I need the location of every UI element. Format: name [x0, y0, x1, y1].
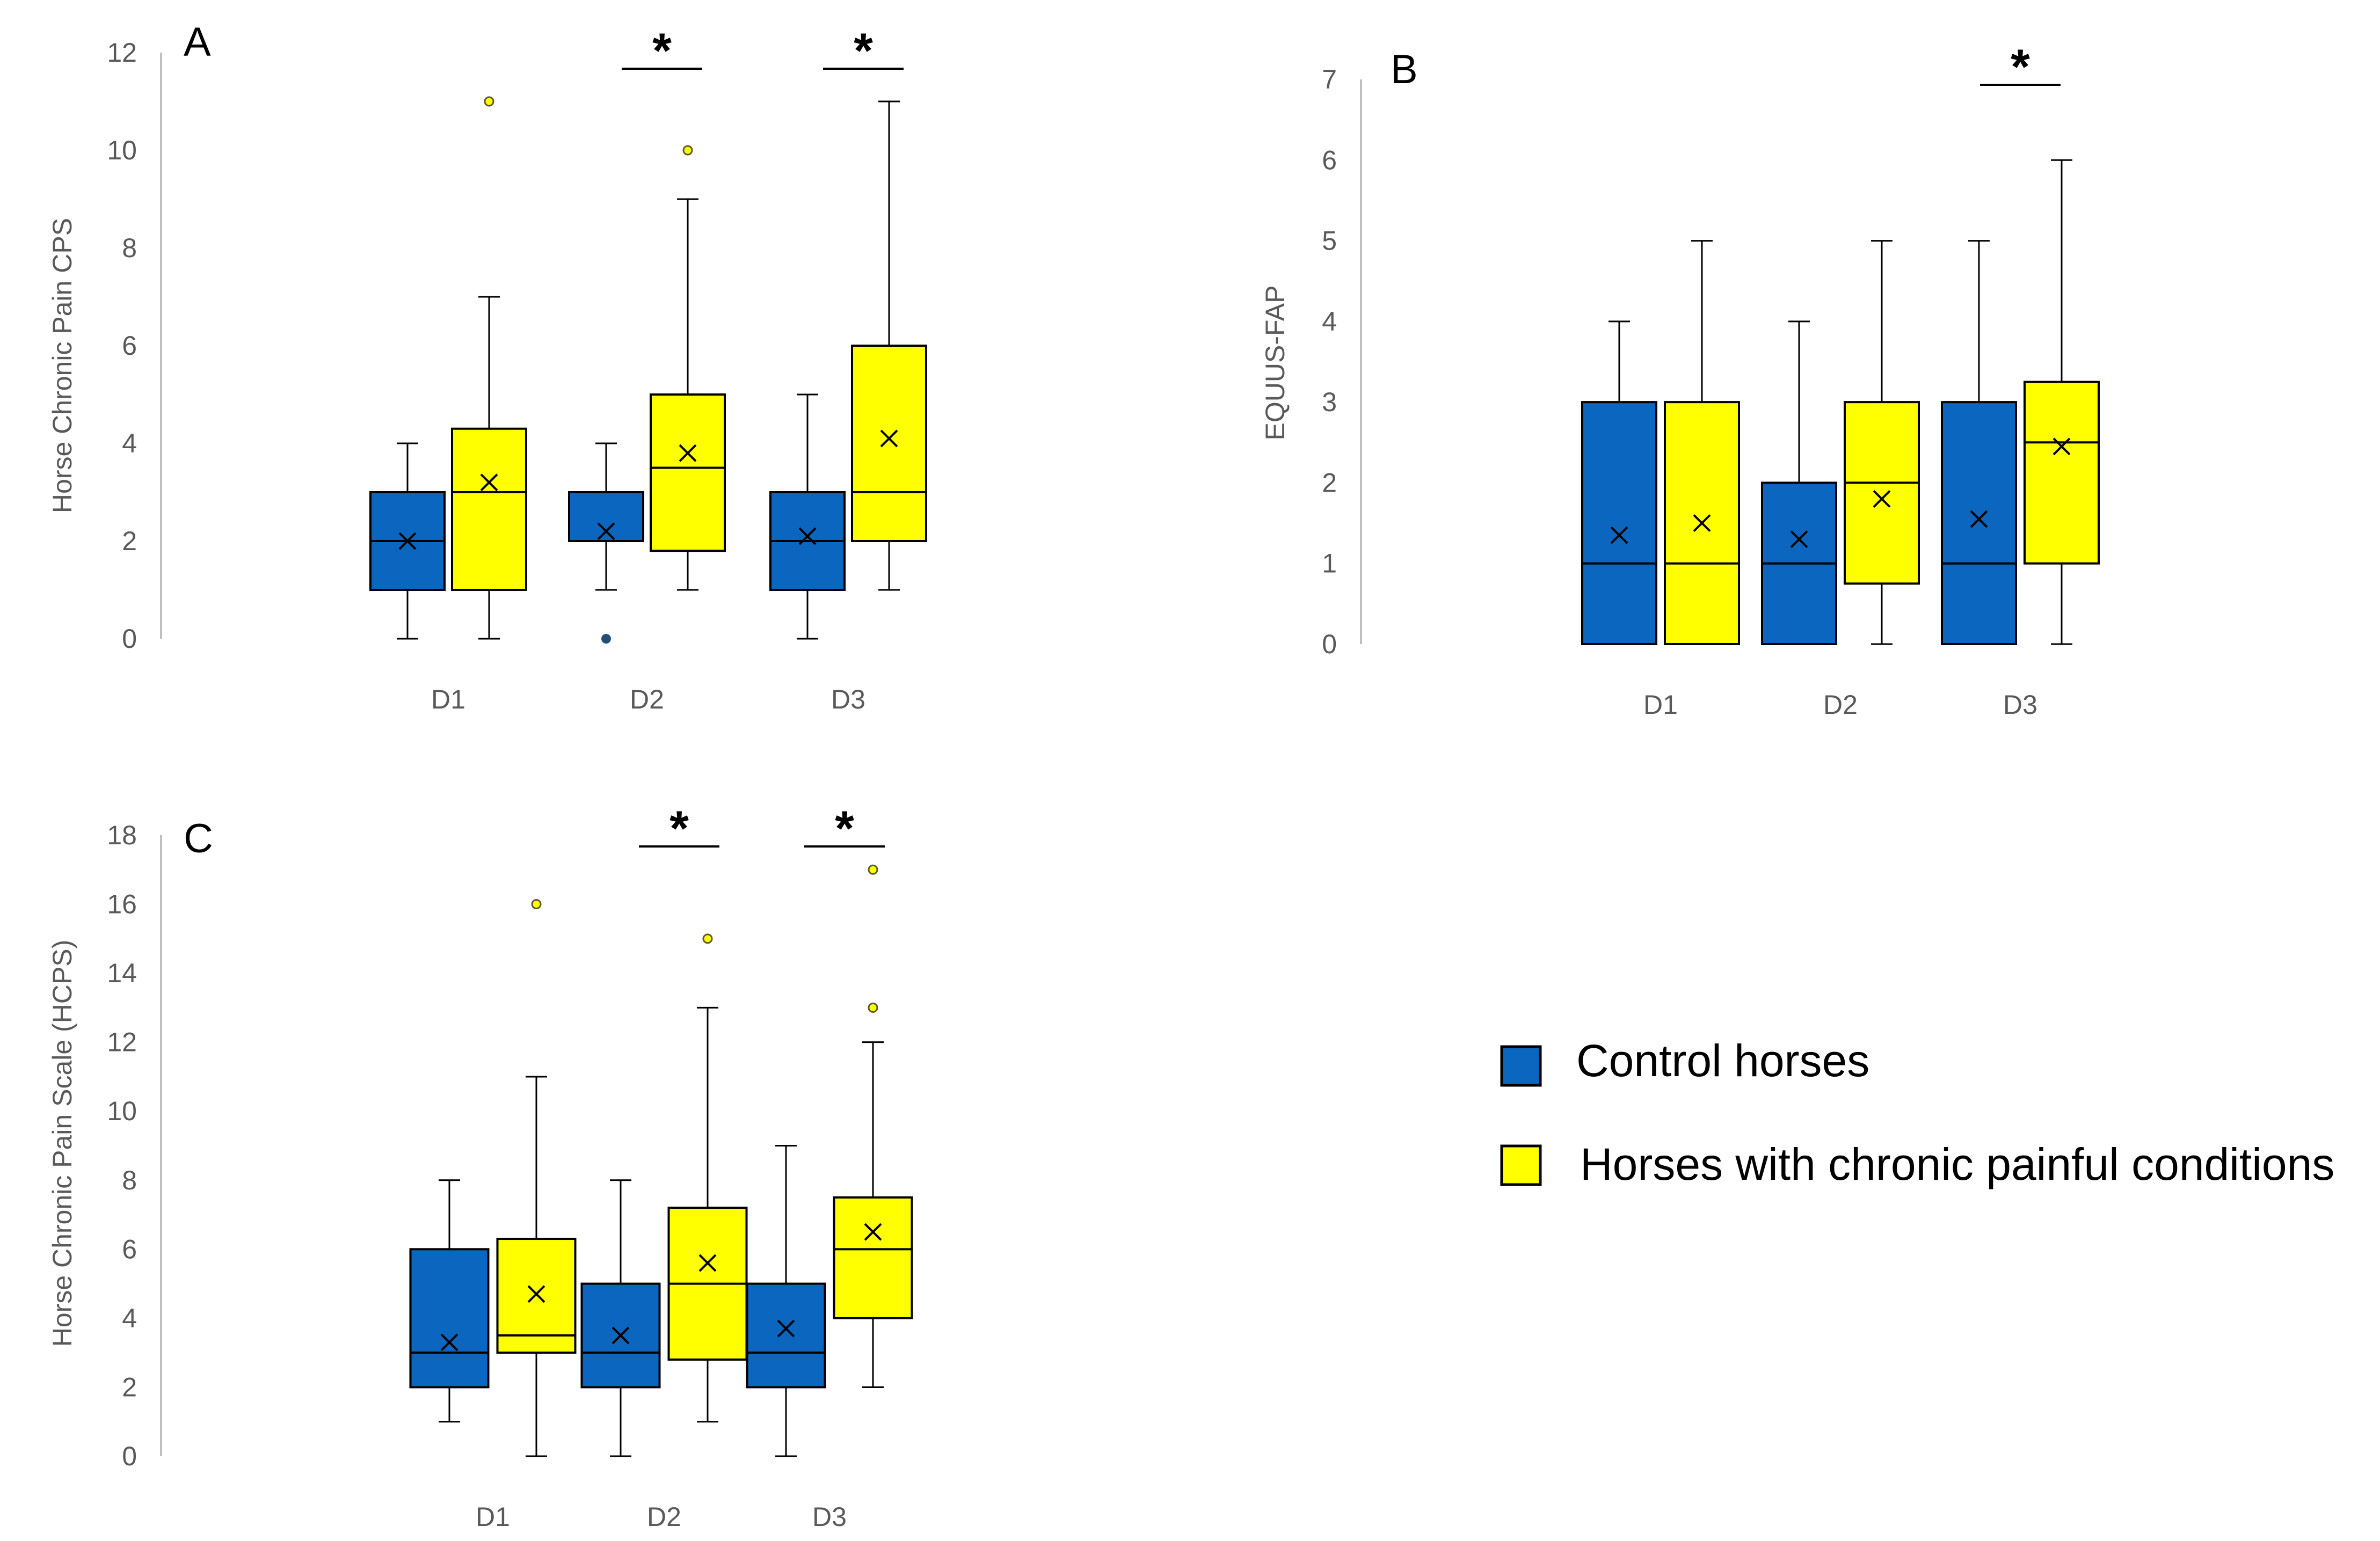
panel-c-x-tick-label-d3: D3: [812, 1502, 847, 1532]
panel-a-significance-star-d3: *: [854, 24, 873, 78]
panel-a-chronic-d1-box: [451, 427, 527, 591]
panel-c-letter: C: [184, 816, 213, 861]
panel-c-chronic-d1-box: [496, 1238, 577, 1354]
legend-chronic-swatch: [1500, 1144, 1542, 1186]
panel-c-chronic-d3-box: [833, 1196, 913, 1319]
panel-b-control-d1-box: [1581, 401, 1657, 646]
panel-a-control-d2-outlier: [601, 634, 611, 644]
panel-a-chronic-d1-mean-marker: [480, 473, 498, 492]
panel-a-y-tick-label: 12: [107, 38, 137, 68]
panel-b-y-tick-label: 1: [1322, 549, 1337, 579]
panel-a-y-tick-label: 6: [122, 331, 137, 361]
panel-a-y-tick-label: 4: [122, 428, 137, 458]
panel-b-y-tick-label: 7: [1322, 64, 1337, 94]
panel-a-significance-star-d2: *: [652, 24, 672, 78]
panel-a-y-tick-label: 0: [122, 624, 137, 654]
panel-b: B EQUUS-FAP 0 1 2 3 4 5 6 7 D1 D2 D3 *: [1260, 40, 2100, 720]
panel-a-chronic-d3-box: [851, 345, 927, 542]
legend-chronic-label: Horses with chronic painful conditions: [1580, 1139, 2334, 1189]
panel-c-y-tick-label: 18: [107, 820, 137, 850]
panel-c-chronic-d3-outlier: [868, 1002, 878, 1013]
panel-a-chronic-d2-box: [650, 393, 726, 552]
panel-c-chronic-d3-mean-marker: [864, 1223, 882, 1241]
legend-control-swatch: [1500, 1045, 1542, 1087]
panel-a-control-d1-mean-marker: [398, 532, 417, 550]
panel-c-chronic-d2-outlier: [702, 933, 713, 944]
panel-c-x-tick-label-d2: D2: [647, 1502, 681, 1532]
panel-c-control-d1-mean-marker: [440, 1333, 458, 1352]
panel-a-y-tick-label: 2: [122, 526, 137, 556]
panel-a-control-d2-mean-marker: [597, 522, 615, 541]
panel-b-control-d3-mean-marker: [1970, 510, 1988, 528]
panel-c-y-tick-label: 10: [107, 1096, 137, 1126]
panel-b-control-d1-mean-marker: [1610, 526, 1628, 544]
panel-a-chronic-d1-outlier: [484, 96, 494, 107]
panel-b-chronic-d2-box: [1844, 401, 1920, 585]
panel-a-x-tick-label-d1: D1: [431, 684, 465, 714]
panel-b-y-axis-title: EQUUS-FAP: [1260, 286, 1290, 441]
panel-c: C Horse Chronic Pain Scale (HCPS) 0 2 4 6 8 1…: [47, 801, 913, 1532]
panel-b-letter: B: [1391, 47, 1418, 92]
panel-c-y-tick-label: 12: [107, 1027, 137, 1057]
panel-b-y-tick-label: 0: [1322, 629, 1337, 659]
panel-b-y-tick-label: 3: [1322, 387, 1337, 417]
panel-c-significance-star-d2: *: [669, 801, 689, 856]
panel-c-control-d3-box: [746, 1282, 826, 1389]
panel-a-y-tick-label: 8: [122, 233, 137, 263]
panel-b-chronic-d1-mean-marker: [1693, 514, 1711, 532]
panel-b-y-tick-label: 4: [1322, 306, 1337, 337]
panel-c-y-tick-label: 2: [122, 1372, 137, 1402]
panel-a-control-d3-mean-marker: [798, 527, 817, 545]
panel-b-control-d2-mean-marker: [1790, 530, 1808, 549]
panel-b-x-tick-label-d1: D1: [1643, 690, 1678, 720]
panel-b-control-d3-box: [1941, 401, 2017, 646]
panel-b-chronic-d3-box: [2024, 381, 2100, 565]
panel-a-y-axis-title: Horse Chronic Pain CPS: [47, 218, 77, 513]
panel-b-x-tick-label-d3: D3: [2003, 690, 2037, 720]
panel-a-chronic-d2-outlier: [682, 145, 693, 156]
panel-c-x-tick-label-d1: D1: [476, 1502, 510, 1532]
panel-c-chronic-d1-outlier: [531, 899, 542, 910]
panel-a-x-tick-label-d3: D3: [831, 684, 865, 714]
panel-a-control-d2-box: [568, 491, 644, 542]
panel-b-chronic-d2-mean-marker: [1873, 490, 1891, 508]
panel-c-significance-star-d3: *: [835, 801, 854, 856]
panel-a-letter: A: [184, 19, 211, 65]
panel-b-y-tick-label: 5: [1322, 226, 1337, 256]
panel-b-significance-star-d3: *: [2011, 40, 2030, 94]
panel-a-chronic-d3-mean-marker: [880, 429, 898, 448]
panel-c-y-tick-label: 0: [122, 1441, 137, 1471]
panel-c-chronic-d1-mean-marker: [527, 1285, 545, 1303]
panel-b-y-tick-label: 6: [1322, 145, 1337, 175]
panel-c-y-axis-title: Horse Chronic Pain Scale (HCPS): [47, 940, 77, 1347]
panel-c-y-tick-label: 6: [122, 1234, 137, 1264]
panel-b-x-tick-label-d2: D2: [1823, 690, 1858, 720]
panel-c-chronic-d3-outlier: [868, 864, 878, 875]
panel-c-chronic-d2-mean-marker: [698, 1254, 717, 1272]
panel-c-y-tick-label: 4: [122, 1303, 137, 1333]
panel-c-control-d1-box: [409, 1248, 490, 1389]
panel-c-y-tick-label: 14: [107, 958, 137, 988]
panel-b-chronic-d3-mean-marker: [2053, 437, 2071, 456]
panel-b-y-tick-label: 2: [1322, 468, 1337, 498]
panel-a-y-tick-label: 10: [107, 135, 137, 165]
panel-c-control-d2-mean-marker: [612, 1326, 630, 1345]
panel-a-chronic-d2-mean-marker: [679, 444, 697, 462]
panel-a: A Horse Chronic Pain CPS 0 2 4 6 8 10 12 D1 D2 D3…: [47, 19, 927, 714]
panel-c-y-tick-label: 16: [107, 889, 137, 919]
panel-c-control-d3-mean-marker: [777, 1319, 795, 1338]
legend-control-label: Control horses: [1576, 1035, 1869, 1086]
legend: Control horses Horses with chronic painf…: [1500, 1035, 2334, 1189]
panel-c-y-tick-label: 8: [122, 1165, 137, 1195]
panel-a-x-tick-label-d2: D2: [630, 684, 664, 714]
